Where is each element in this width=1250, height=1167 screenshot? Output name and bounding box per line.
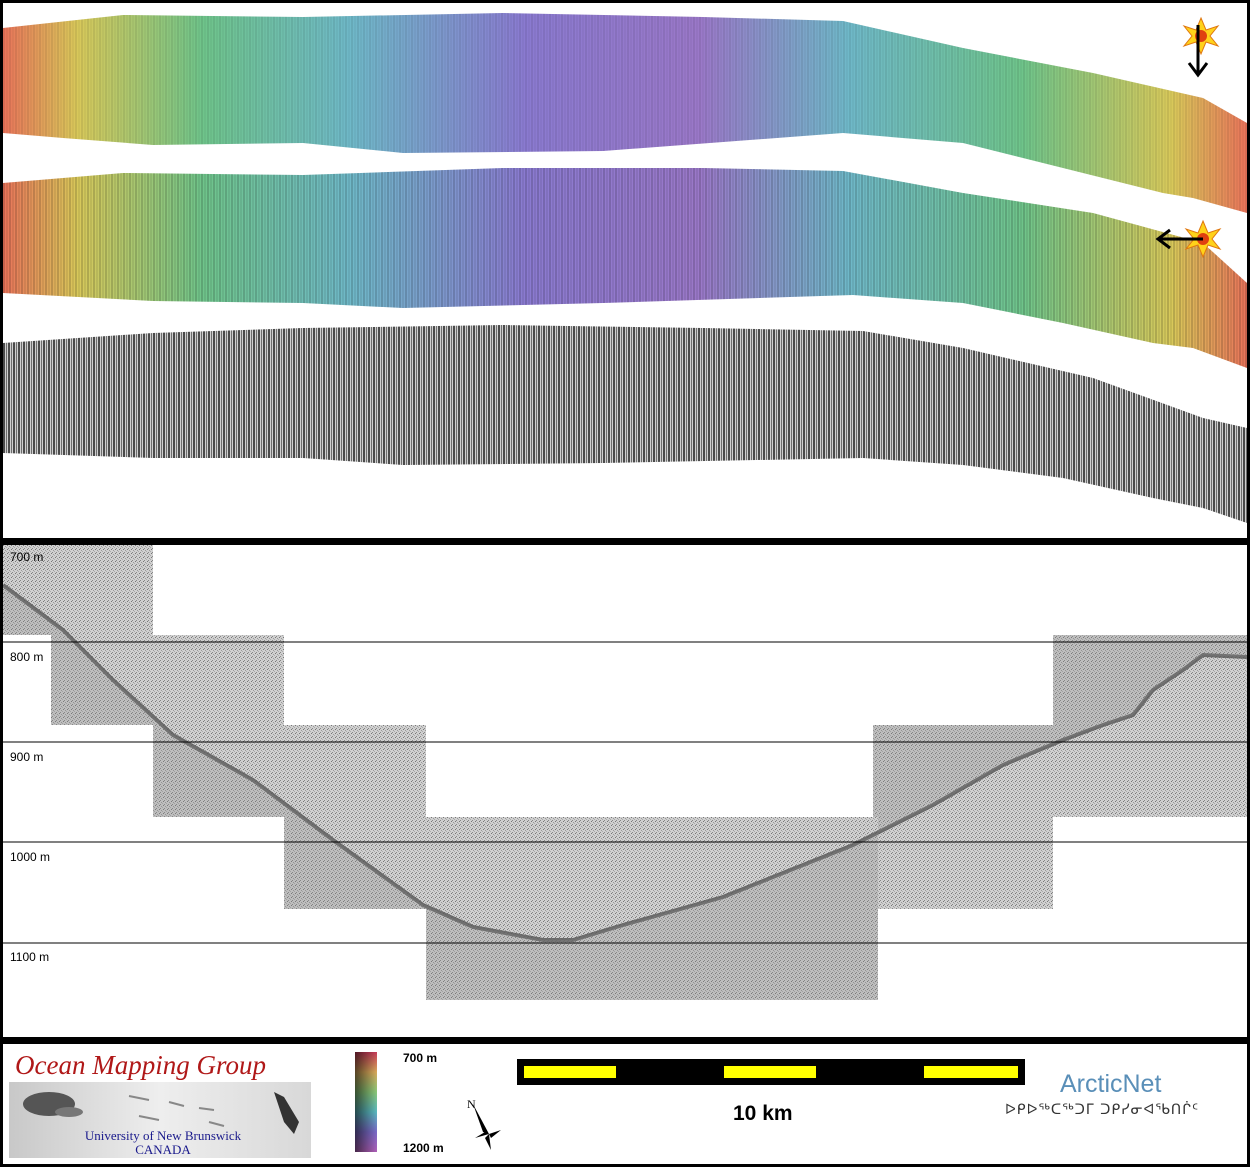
- arcticnet-logo-subtitle: ᐅᑭᐅᖅᑕᖅᑐᒥ ᑐᑭᓯᓂᐊᖃᑎᒌᑦ: [1005, 1102, 1200, 1118]
- illumination-arrow-left-icon: [1155, 228, 1203, 250]
- illumination-arrow-down-icon: [1187, 25, 1209, 78]
- profile-data-windows: [3, 545, 1247, 1000]
- legend-footer: Ocean Mapping Group University of New Br…: [3, 1044, 1247, 1164]
- colorbar-bottom-label: 1200 m: [403, 1141, 444, 1155]
- subbottom-profile-panel: 700 m 800 m 900 m 1000 m 1100 m: [3, 545, 1247, 1037]
- omg-logo-title: Ocean Mapping Group: [15, 1050, 266, 1080]
- omg-logo-image: [9, 1082, 311, 1158]
- swath-map: [3, 13, 1247, 523]
- depth-label-900: 900 m: [10, 750, 44, 764]
- colorbar-top-label: 700 m: [403, 1051, 438, 1065]
- omg-logo-subtitle: University of New Brunswick CANADA: [43, 1129, 283, 1157]
- north-arrow-icon: N: [467, 1097, 501, 1150]
- depth-label-800: 800 m: [10, 650, 44, 664]
- depth-label-1100: 1100 m: [10, 950, 50, 964]
- omg-country: CANADA: [135, 1142, 191, 1157]
- compass-letter: N: [467, 1097, 476, 1111]
- depth-colorbar: [355, 1052, 377, 1152]
- depth-label-1000: 1000 m: [10, 850, 51, 864]
- subbottom-profile: [3, 545, 1247, 1000]
- backscatter-swath: [3, 325, 1247, 523]
- depth-gridlines: [3, 641, 1247, 944]
- omg-university: University of New Brunswick: [84, 1128, 242, 1143]
- sun-illumination-icon: [1182, 16, 1220, 56]
- swath-map-panel: [3, 3, 1247, 538]
- depth-label-700: 700 m: [10, 550, 44, 564]
- scale-bar: [517, 1059, 1025, 1085]
- seafloor-reflector: [3, 583, 1247, 942]
- arcticnet-logo-title: ArcticNet: [1060, 1070, 1162, 1098]
- scale-bar-label: 10 km: [733, 1102, 793, 1125]
